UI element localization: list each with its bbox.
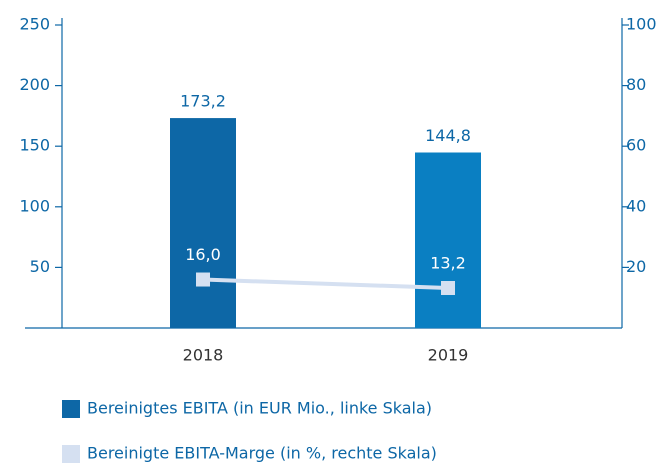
data-label: 173,2 xyxy=(180,92,226,111)
y-tick-label: 50 xyxy=(30,257,50,276)
y-tick-label: 150 xyxy=(19,136,50,155)
line xyxy=(202,277,449,291)
y-tick-label: 100 xyxy=(19,196,50,215)
data-label: 16,0 xyxy=(185,245,221,264)
legend-label: Bereinigte EBITA-Marge (in %, rechte Ska… xyxy=(87,444,437,463)
y2-tick-label: 60 xyxy=(626,136,646,155)
y2-tick-label: 80 xyxy=(626,75,646,94)
y2-tick-label: 40 xyxy=(626,196,646,215)
y-tick-label: 200 xyxy=(19,75,50,94)
bar xyxy=(170,118,236,328)
marker xyxy=(441,281,455,296)
data-label: 144,8 xyxy=(425,126,471,145)
legend-label: Bereinigtes EBITA (in EUR Mio., linke Sk… xyxy=(87,399,432,418)
bar xyxy=(415,152,481,328)
x-tick-label: 2018 xyxy=(183,346,224,365)
legend-swatch xyxy=(62,400,80,418)
marker xyxy=(196,272,210,287)
y2-tick-label: 100 xyxy=(626,15,657,34)
x-tick-label: 2019 xyxy=(428,346,469,365)
data-label: 13,2 xyxy=(430,254,466,273)
y2-tick-label: 20 xyxy=(626,257,646,276)
y-tick-label: 250 xyxy=(19,15,50,34)
legend-swatch xyxy=(62,445,80,463)
